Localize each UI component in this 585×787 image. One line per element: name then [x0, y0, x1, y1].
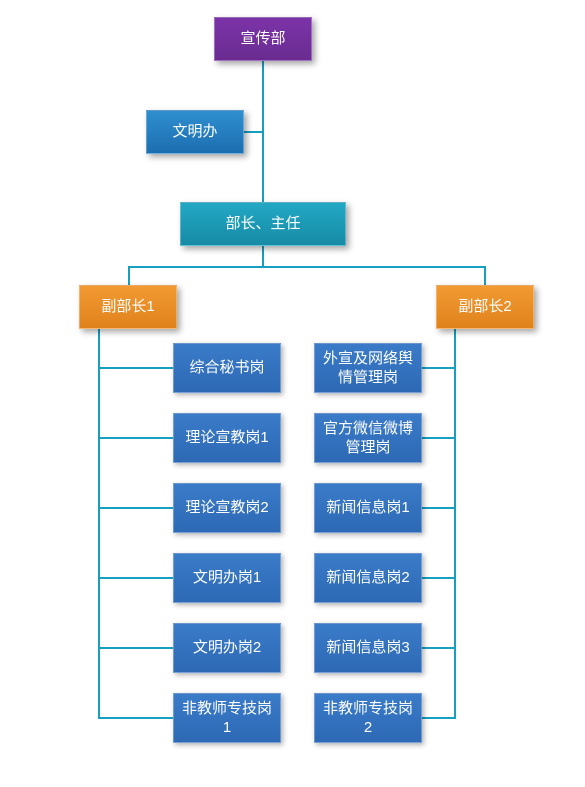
connector — [422, 577, 455, 579]
connector — [262, 246, 264, 266]
node-r2: 官方微信微博管理岗 — [314, 413, 422, 463]
node-r3: 新闻信息岗1 — [314, 483, 422, 533]
connector — [422, 647, 455, 649]
node-l3: 理论宣教岗2 — [173, 483, 281, 533]
connector — [98, 437, 173, 439]
connector — [484, 266, 486, 285]
node-root: 宣传部 — [214, 17, 312, 61]
connector — [128, 266, 130, 285]
connector — [98, 577, 173, 579]
node-vp2: 副部长2 — [436, 285, 534, 329]
node-r4: 新闻信息岗2 — [314, 553, 422, 603]
node-r1: 外宣及网络舆情管理岗 — [314, 343, 422, 393]
connector — [422, 507, 455, 509]
node-l5: 文明办岗2 — [173, 623, 281, 673]
connector — [98, 329, 100, 719]
node-director: 部长、主任 — [180, 202, 346, 246]
connector — [422, 367, 455, 369]
connector — [422, 717, 455, 719]
connector — [422, 437, 455, 439]
connector — [454, 329, 456, 719]
connector — [98, 647, 173, 649]
connector — [128, 266, 486, 268]
node-l6: 非教师专技岗1 — [173, 693, 281, 743]
node-r5: 新闻信息岗3 — [314, 623, 422, 673]
node-vp1: 副部长1 — [79, 285, 177, 329]
node-wmb: 文明办 — [146, 110, 244, 154]
node-l2: 理论宣教岗1 — [173, 413, 281, 463]
connector — [98, 717, 173, 719]
connector — [244, 131, 263, 133]
node-r6: 非教师专技岗2 — [314, 693, 422, 743]
connector — [98, 507, 173, 509]
connector — [98, 367, 173, 369]
node-l1: 综合秘书岗 — [173, 343, 281, 393]
node-l4: 文明办岗1 — [173, 553, 281, 603]
